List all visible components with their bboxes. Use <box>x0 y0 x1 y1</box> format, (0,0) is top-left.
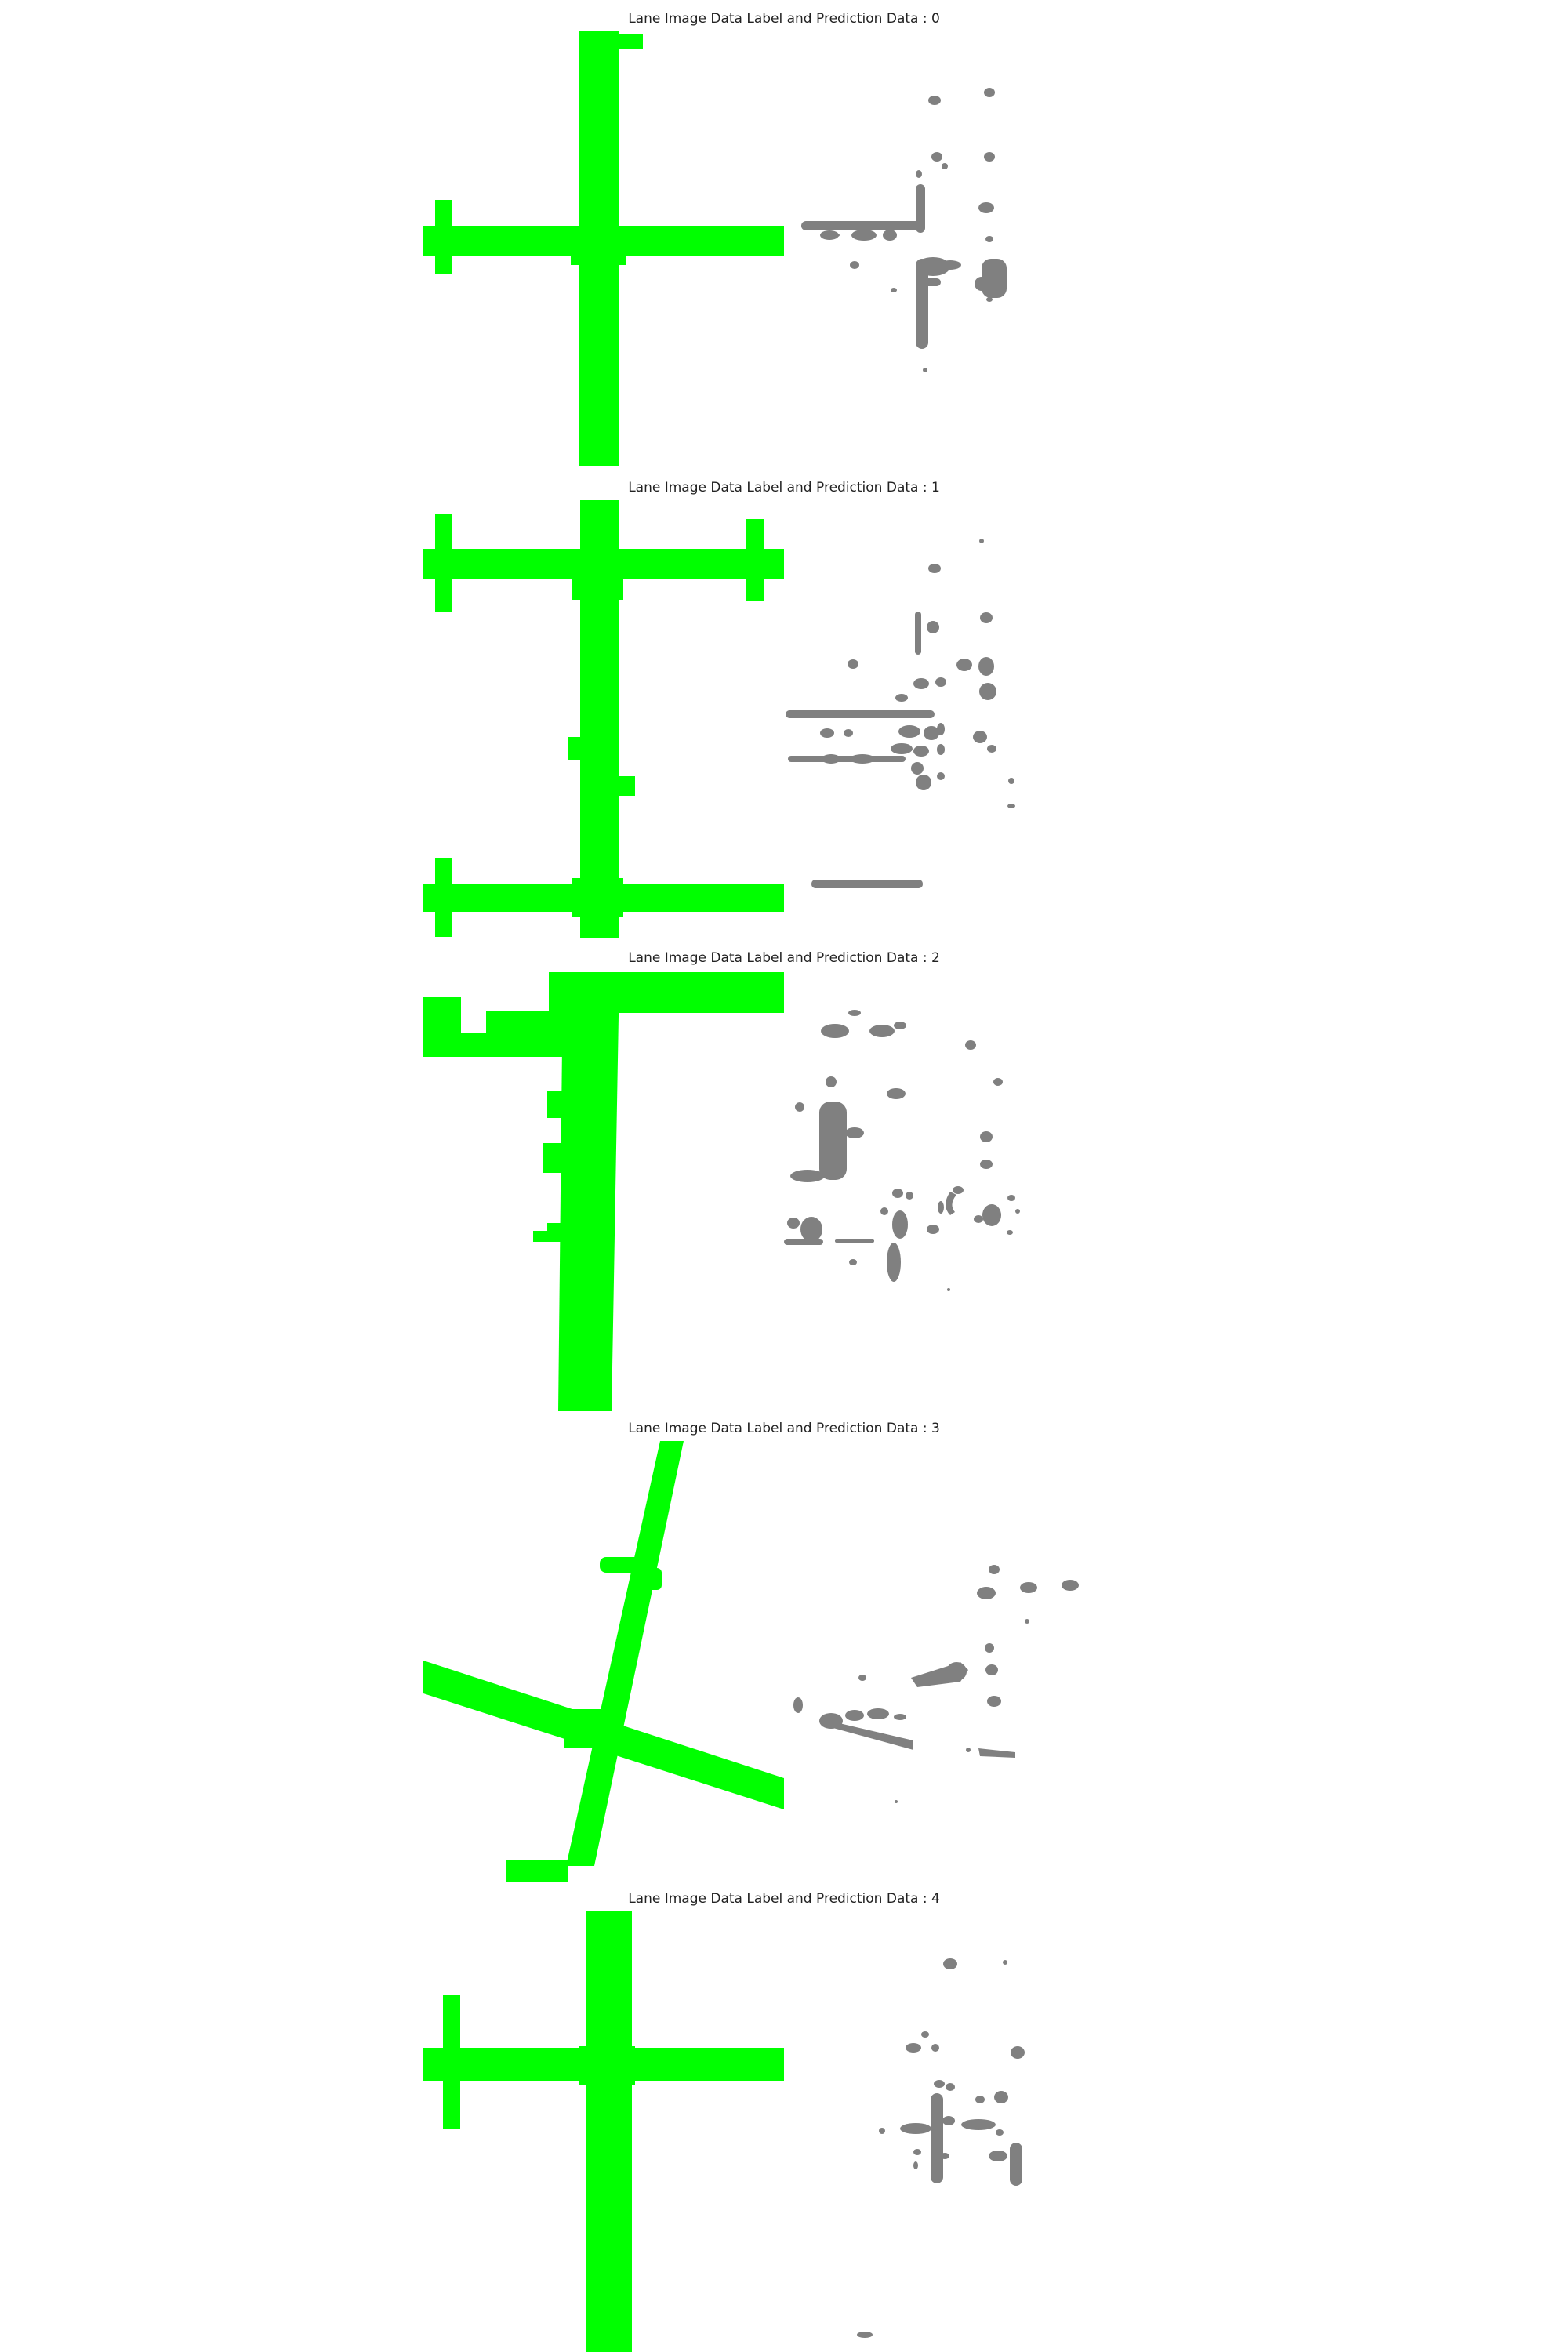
prediction-mask <box>857 1958 1025 2338</box>
prediction-mask <box>793 1565 1079 1803</box>
prediction-mask <box>786 539 1015 888</box>
label-mask <box>423 1911 784 2352</box>
panel-2: Lane Image Data Label and Prediction Dat… <box>0 941 1568 1411</box>
label-mask <box>423 31 784 466</box>
panel-image <box>423 972 1020 1411</box>
panel-4: Lane Image Data Label and Prediction Dat… <box>0 1882 1568 2352</box>
panel-image <box>423 500 1015 938</box>
panel-image <box>423 1441 1079 1882</box>
panel-image <box>423 1911 1025 2352</box>
label-mask <box>423 972 784 1411</box>
panel-1: Lane Image Data Label and Prediction Dat… <box>0 470 1568 941</box>
panel-title: Lane Image Data Label and Prediction Dat… <box>628 480 940 495</box>
panel-title: Lane Image Data Label and Prediction Dat… <box>628 950 940 966</box>
panel-0: Lane Image Data Label and Prediction Dat… <box>0 0 1568 470</box>
panel-title: Lane Image Data Label and Prediction Dat… <box>628 11 940 27</box>
label-mask <box>423 1441 784 1882</box>
prediction-mask <box>801 88 1007 372</box>
panel-title: Lane Image Data Label and Prediction Dat… <box>628 1421 940 1436</box>
prediction-mask <box>784 1010 1020 1291</box>
panel-image <box>423 31 1007 466</box>
label-mask <box>423 500 784 938</box>
panel-3: Lane Image Data Label and Prediction Dat… <box>0 1411 1568 1882</box>
panel-title: Lane Image Data Label and Prediction Dat… <box>628 1891 940 1907</box>
